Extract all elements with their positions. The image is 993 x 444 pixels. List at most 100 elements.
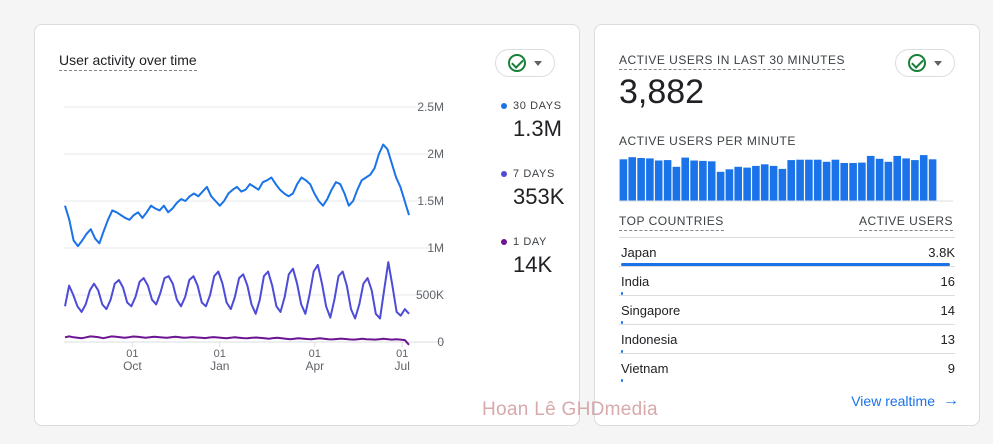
- x-tick-day: 01: [126, 348, 138, 360]
- x-tick-month: Apr: [305, 359, 324, 373]
- x-tick-day: 01: [309, 348, 321, 360]
- minute-bar: [831, 159, 840, 201]
- active-users-header[interactable]: ACTIVE USERS: [858, 214, 953, 231]
- chevron-down-icon: [934, 60, 942, 66]
- minute-bar: [796, 159, 804, 201]
- minute-bar: [681, 157, 689, 201]
- user-activity-card: User activity over time 2.5M 2M 1.5M 1M 500K…: [34, 24, 580, 426]
- minute-bar: [690, 160, 698, 201]
- country-row-indonesia[interactable]: Indonesia 13: [619, 324, 955, 353]
- minute-bar: [654, 160, 663, 201]
- realtime-card: ACTIVE USERS IN LAST 30 MINUTES 3,882 AC…: [594, 24, 980, 426]
- legend-7-days-label: 7 DAYS: [513, 168, 555, 180]
- minute-bar: [646, 158, 654, 201]
- active-users-value: 3,882: [619, 73, 705, 111]
- x-tick-month: Jan: [210, 359, 229, 373]
- minute-bar: [849, 163, 857, 201]
- per-minute-bar-chart: [619, 155, 953, 202]
- chevron-down-icon: [534, 60, 542, 66]
- legend-7-days-value: 353K: [513, 184, 565, 209]
- country-share-bar: [621, 263, 951, 266]
- minute-bar: [805, 159, 813, 201]
- minute-bar: [911, 160, 919, 201]
- y-tick-label: 500K: [416, 288, 444, 302]
- legend-1-day-value: 14K: [513, 252, 553, 277]
- data-quality-dropdown[interactable]: [495, 49, 555, 77]
- series-line-1-day: [64, 335, 410, 346]
- minute-bar: [672, 166, 681, 201]
- legend-1-day-dot: [501, 239, 507, 245]
- minute-bar: [813, 159, 822, 201]
- view-realtime-link[interactable]: View realtime →: [851, 392, 959, 410]
- minute-bar: [663, 160, 672, 201]
- legend-30-days-dot: [501, 103, 507, 109]
- x-tick-month: Jul: [395, 359, 410, 373]
- legend-30-days-label: 30 DAYS: [513, 100, 562, 112]
- realtime-title[interactable]: ACTIVE USERS IN LAST 30 MINUTES: [619, 53, 845, 70]
- country-value: 13: [940, 332, 955, 347]
- country-name: Vietnam: [621, 361, 669, 376]
- country-share-bar: [621, 292, 623, 295]
- country-value: 3.8K: [928, 245, 955, 260]
- minute-bar: [637, 158, 645, 201]
- minute-bar: [884, 161, 893, 201]
- country-name: Japan: [621, 245, 657, 260]
- minute-bar: [760, 164, 769, 201]
- minute-bar: [893, 155, 901, 201]
- country-row-singapore[interactable]: Singapore 14: [619, 295, 955, 324]
- country-value: 9: [947, 361, 955, 376]
- minute-bar: [743, 167, 751, 201]
- series-line-30-days: [64, 143, 410, 248]
- check-circle-icon: [508, 54, 526, 72]
- per-minute-label: ACTIVE USERS PER MINUTE: [619, 134, 796, 148]
- check-circle-icon: [908, 54, 926, 72]
- minute-bar: [699, 160, 707, 201]
- minute-bar: [840, 163, 848, 201]
- minute-bar: [787, 160, 795, 201]
- minute-bar: [919, 155, 928, 201]
- minute-bar: [734, 166, 742, 201]
- y-tick-label: 2M: [427, 147, 444, 161]
- x-tick-day: 01: [396, 348, 408, 360]
- minute-bar: [822, 161, 831, 201]
- view-realtime-label: View realtime: [851, 393, 935, 409]
- minute-bar: [875, 158, 884, 201]
- y-tick-label: 1.5M: [417, 194, 444, 208]
- legend-1-day-label: 1 DAY: [513, 236, 547, 248]
- legend-1-day: 1 DAY 14K: [501, 236, 552, 278]
- watermark: Hoan Lê GHDmedia: [482, 399, 658, 420]
- arrow-right-icon: →: [943, 392, 959, 409]
- country-value: 16: [940, 274, 955, 289]
- minute-bar: [628, 157, 636, 201]
- y-tick-label: 2.5M: [417, 100, 444, 114]
- country-name: Indonesia: [621, 332, 678, 347]
- y-tick-label: 1M: [427, 241, 444, 255]
- legend-30-days: 30 DAYS 1.3M: [501, 100, 562, 142]
- x-tick-month: Oct: [123, 359, 142, 373]
- country-row-india[interactable]: India 16: [619, 266, 955, 295]
- country-name: India: [621, 274, 650, 289]
- realtime-quality-dropdown[interactable]: [895, 49, 955, 77]
- x-tick-day: 01: [214, 348, 226, 360]
- minute-bar: [619, 159, 628, 201]
- legend-7-days: 7 DAYS 353K: [501, 168, 564, 210]
- country-name: Singapore: [621, 303, 681, 318]
- minute-bar: [778, 168, 787, 201]
- country-share-bar: [621, 321, 623, 324]
- legend-30-days-value: 1.3M: [513, 116, 562, 141]
- country-row-japan[interactable]: Japan 3.8K: [619, 237, 955, 266]
- minute-bar: [752, 165, 760, 201]
- country-row-vietnam[interactable]: Vietnam 9: [619, 353, 955, 382]
- series-line-7-days: [64, 261, 410, 320]
- minute-bar: [707, 161, 716, 201]
- legend-7-days-dot: [501, 171, 507, 177]
- chart-series: [64, 143, 410, 346]
- minute-bar: [769, 165, 778, 201]
- minute-bar: [858, 162, 866, 201]
- user-activity-title[interactable]: User activity over time: [59, 52, 197, 71]
- chart-y-axis: 2.5M 2M 1.5M 1M 500K 0: [416, 100, 444, 349]
- chart-gridlines: [64, 106, 444, 343]
- top-countries-header[interactable]: TOP COUNTRIES: [619, 214, 724, 231]
